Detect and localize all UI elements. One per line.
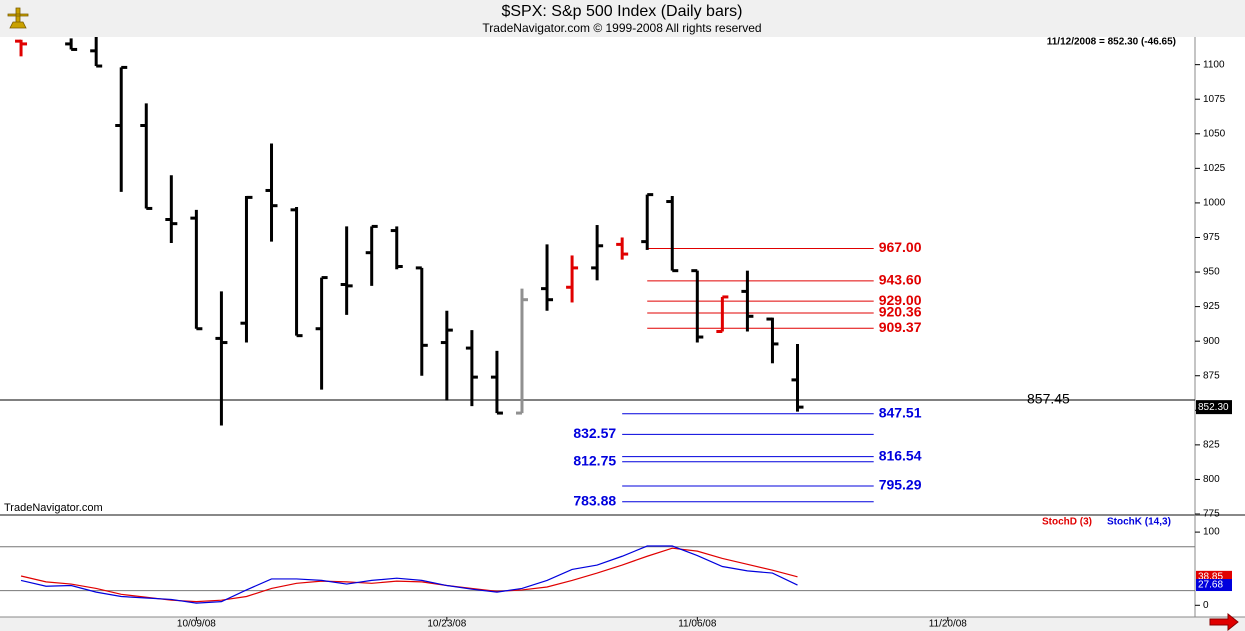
level-label: 795.29	[879, 477, 922, 493]
ohlc-bar	[616, 237, 629, 260]
ohlc-bar	[240, 195, 253, 343]
x-tick-label: 10/09/08	[177, 619, 216, 630]
price-marker	[1196, 400, 1232, 415]
level-label: 967.00	[879, 239, 922, 255]
level-label: 783.88	[573, 492, 616, 508]
ohlc-bar	[716, 295, 729, 333]
ohlc-bar	[666, 196, 679, 273]
level-label: 847.51	[879, 404, 922, 420]
price-marker-label: 852.30	[1198, 402, 1229, 413]
main-panel	[0, 37, 1245, 517]
logo	[4, 4, 32, 32]
ohlc-bar	[465, 330, 478, 407]
y-tick-label: 1100	[1203, 59, 1225, 70]
legend-entry: StochD (3)	[1042, 517, 1092, 528]
ohlc-bar	[791, 343, 804, 412]
ohlc-bar	[415, 266, 428, 376]
y-tick-label: 825	[1203, 440, 1220, 451]
overlay: 7758008258508759009259509751000102510501…	[177, 59, 1232, 630]
level-label: 943.60	[879, 272, 922, 288]
level-label: 832.57	[573, 425, 616, 441]
x-tick-label: 11/20/08	[929, 619, 968, 630]
ohlc-bar	[315, 276, 328, 390]
y-tick-label: 900	[1203, 336, 1220, 347]
ohlc-bar	[440, 310, 453, 401]
ohlc-bar	[90, 37, 103, 68]
ohlc-bar	[115, 65, 128, 192]
ohlc-bar	[165, 175, 178, 244]
end-label: 38.85	[1198, 571, 1223, 582]
watermark: TradeNavigator.com	[4, 502, 103, 514]
legend-entry: StochK (14,3)	[1107, 517, 1171, 528]
y-tick-label: 1000	[1203, 198, 1226, 209]
ohlc-bar	[515, 288, 528, 415]
ohlc-bar	[490, 350, 503, 415]
ohlc-bar	[340, 226, 353, 315]
scroll-arrow[interactable]	[1209, 612, 1239, 631]
y-tick-label: 100	[1203, 527, 1220, 538]
ohlc-bar	[641, 193, 654, 250]
ohlc-bar	[140, 103, 153, 210]
level-label: 929.00	[879, 292, 922, 308]
annotation: 11/12/2008 = 852.30 (-46.65)	[1047, 37, 1176, 48]
main-plot	[0, 37, 1195, 503]
ohlc-bar	[365, 224, 378, 286]
end-marker	[1196, 579, 1232, 592]
y-tick-label: 800	[1203, 474, 1220, 485]
level-label: 920.36	[879, 304, 922, 320]
level-label: 816.54	[879, 447, 922, 463]
ohlc-bar	[215, 291, 228, 426]
end-label: 27.68	[1198, 580, 1223, 591]
chart-title: $SPX: S&p 500 Index (Daily bars)	[501, 3, 742, 20]
ohlc-bar	[390, 226, 403, 270]
y-tick-label: 1075	[1203, 94, 1226, 105]
ohlc-bar	[541, 244, 554, 311]
x-tick-label: 10/23/08	[427, 619, 466, 630]
ohlc-bar	[766, 317, 779, 364]
ohlc-bar	[190, 209, 203, 331]
ohlc-bar	[566, 255, 579, 303]
y-tick-label: 925	[1203, 301, 1220, 312]
reference-label: 857.45	[1027, 391, 1070, 407]
ohlc-bar	[15, 39, 28, 57]
ohlc-bar	[691, 269, 704, 343]
y-tick-label: 0	[1203, 600, 1209, 611]
ohlc-bar	[65, 38, 78, 51]
chart-subtitle: TradeNavigator.com © 1999-2008 All right…	[482, 21, 761, 35]
y-tick-label: 950	[1203, 267, 1220, 278]
ohlc-bar	[591, 225, 604, 281]
ohlc-bar	[290, 207, 303, 338]
y-tick-label: 1050	[1203, 128, 1226, 139]
y-tick-label: 775	[1203, 509, 1220, 520]
ohlc-bar	[741, 270, 754, 332]
ohlc-bar	[265, 143, 278, 242]
stoch-line	[20, 545, 798, 604]
level-label: 909.37	[879, 319, 922, 335]
y-tick-label: 975	[1203, 232, 1220, 243]
level-label: 812.75	[573, 453, 616, 469]
y-tick-label: 875	[1203, 370, 1220, 381]
stoch-plot	[0, 545, 1195, 604]
x-tick-label: 11/06/08	[678, 619, 717, 630]
y-tick-label: 1025	[1203, 163, 1226, 174]
stoch-panel	[0, 516, 1245, 617]
